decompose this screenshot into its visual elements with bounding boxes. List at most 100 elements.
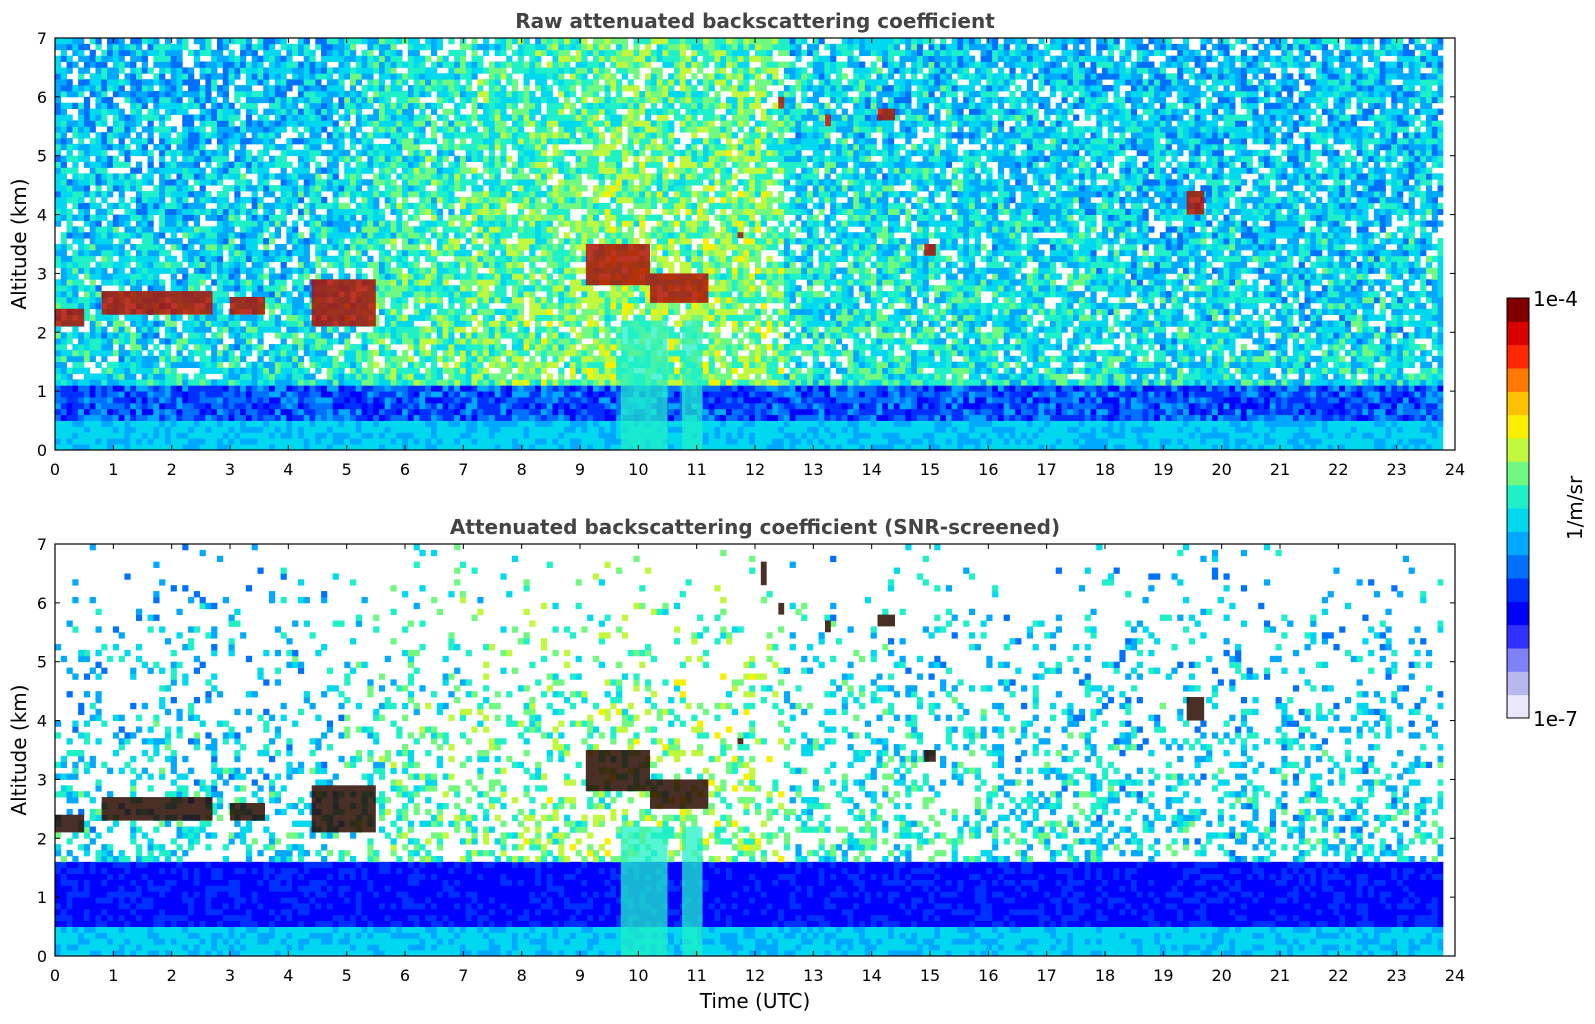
heatmap-cell <box>292 202 299 210</box>
heatmap-cell <box>112 202 120 210</box>
heatmap-cell <box>321 402 328 410</box>
heatmap-cell <box>257 185 264 192</box>
heatmap-cell <box>257 249 264 257</box>
heatmap-cell <box>159 90 166 98</box>
heatmap-cell <box>500 191 507 198</box>
heatmap-cell <box>228 61 235 68</box>
heatmap-cell <box>101 49 108 57</box>
heatmap-cell <box>182 143 189 151</box>
heatmap-cell <box>245 138 253 145</box>
heatmap-cell <box>83 355 91 363</box>
heatmap-cell <box>506 273 513 280</box>
heatmap-cell <box>384 261 391 268</box>
heatmap-cell <box>297 426 305 433</box>
heatmap-raw <box>55 38 1455 450</box>
heatmap-cell <box>529 238 536 245</box>
heatmap-cell <box>66 114 73 121</box>
heatmap-cell <box>164 220 172 227</box>
heatmap-cell <box>147 226 154 233</box>
heatmap-cell <box>483 344 490 351</box>
heatmap-cell <box>367 220 374 227</box>
heatmap-cell <box>240 267 247 274</box>
heatmap-cell <box>459 397 467 404</box>
heatmap-cell <box>448 385 455 392</box>
heatmap-cell <box>193 397 201 404</box>
heatmap-cell <box>193 96 201 104</box>
heatmap-cell <box>529 96 536 104</box>
heatmap-cell <box>523 344 530 351</box>
heatmap-cell <box>465 408 472 416</box>
heatmap-cell <box>240 344 247 351</box>
heatmap-cell <box>269 202 276 210</box>
heatmap-cell <box>159 149 166 157</box>
heatmap-cell <box>78 344 85 351</box>
heatmap-cell <box>459 367 467 374</box>
heatmap-cell <box>535 96 542 104</box>
heatmap-cell <box>193 414 201 421</box>
heatmap-cell <box>269 173 276 180</box>
heatmap-cell <box>124 361 131 368</box>
heatmap-cell <box>523 143 530 151</box>
heatmap-cell <box>107 108 114 115</box>
heatmap-cell <box>535 385 542 392</box>
heatmap-cell <box>199 143 206 151</box>
heatmap-cell <box>465 414 472 421</box>
heatmap-cell <box>419 185 426 192</box>
heatmap-cell <box>465 320 472 327</box>
heatmap-cell <box>390 132 397 139</box>
heatmap-cell <box>216 296 224 304</box>
heatmap-cell <box>274 438 281 445</box>
heatmap-cell <box>332 202 339 210</box>
heatmap-cell <box>378 385 386 392</box>
heatmap-cell <box>118 373 125 380</box>
heatmap-cell <box>436 397 443 404</box>
heatmap-cell <box>442 132 449 139</box>
heatmap-cell <box>95 361 102 368</box>
heatmap-cell <box>483 179 490 186</box>
heatmap-cell <box>390 285 397 292</box>
heatmap-cell <box>55 202 62 210</box>
heatmap-cell <box>517 367 524 374</box>
heatmap-cell <box>332 161 339 168</box>
heatmap-cell <box>141 402 148 410</box>
heatmap-cell <box>436 232 443 239</box>
heatmap-cell <box>529 202 536 210</box>
heatmap-cell <box>465 114 472 121</box>
heatmap-cell <box>477 249 484 257</box>
heatmap-cell <box>292 61 299 68</box>
heatmap-cell <box>118 196 125 204</box>
heatmap-cell <box>407 214 415 221</box>
heatmap-cell <box>350 73 357 80</box>
heatmap-cell <box>297 132 305 139</box>
heatmap-cell <box>367 185 374 192</box>
heatmap-cell <box>529 49 536 57</box>
heatmap-cell <box>211 120 218 127</box>
heatmap-cell <box>378 238 386 245</box>
heatmap-cell <box>390 326 397 333</box>
heatmap-cell <box>124 185 131 192</box>
heatmap-cell <box>402 126 409 133</box>
heatmap-cell <box>153 344 160 351</box>
heatmap-cell <box>292 444 299 450</box>
heatmap-cell <box>205 196 212 204</box>
heatmap-cell <box>350 173 357 180</box>
heatmap-cell <box>228 344 235 351</box>
heatmap-cell <box>170 232 177 239</box>
heatmap-cell <box>205 285 212 292</box>
heatmap-cell <box>344 191 351 198</box>
heatmap-cell <box>222 414 229 421</box>
heatmap-cell <box>344 185 351 192</box>
heatmap-cell <box>112 38 120 45</box>
heatmap-cell <box>72 291 79 298</box>
heatmap-cell <box>436 314 443 321</box>
heatmap-cell <box>72 43 79 51</box>
heatmap-cell <box>274 291 281 298</box>
heatmap-cell <box>78 296 85 304</box>
heatmap-cell <box>309 361 316 368</box>
heatmap-cell <box>176 85 183 92</box>
heatmap-cell <box>124 314 131 321</box>
heatmap-cell <box>78 349 85 357</box>
heatmap-cell <box>147 279 154 286</box>
heatmap-cell <box>431 191 438 198</box>
heatmap-cell <box>130 444 137 450</box>
